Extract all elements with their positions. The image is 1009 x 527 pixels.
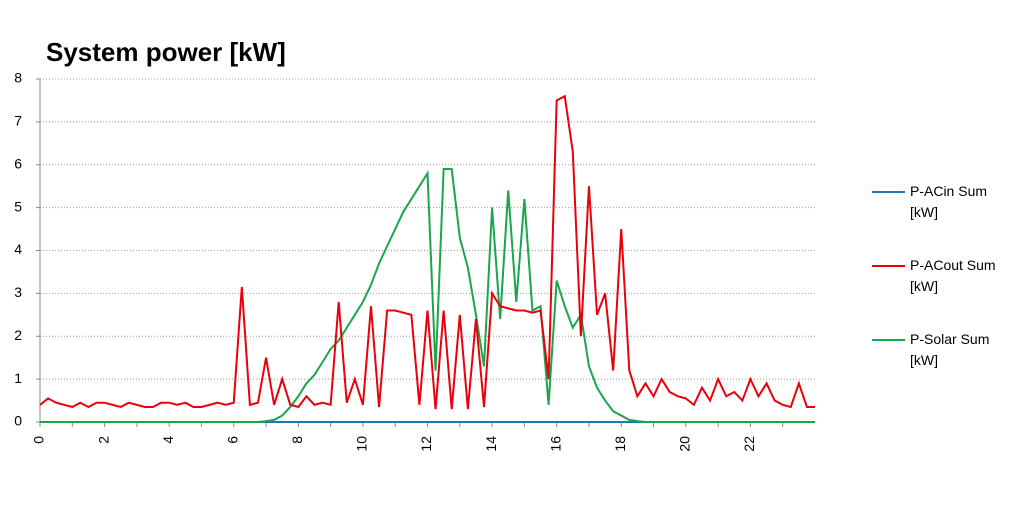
legend-label: P-ACin Sum [kW]: [910, 183, 988, 220]
y-tick-label: 4: [14, 241, 22, 257]
y-tick-label: 6: [14, 155, 22, 171]
series-line: [40, 168, 815, 423]
y-tick-label: 2: [14, 327, 22, 343]
x-tick-label: 12: [418, 436, 434, 452]
x-tick-label: 6: [224, 436, 240, 444]
x-tick-label: 0: [31, 436, 47, 444]
legend-label: P-Solar Sum [kW]: [910, 331, 990, 368]
x-tick-label: 4: [160, 436, 176, 444]
legend-label: P-ACout Sum [kW]: [910, 257, 996, 294]
y-tick-label: 1: [14, 370, 22, 386]
y-tick-label: 8: [14, 70, 22, 86]
x-tick-label: 18: [612, 436, 628, 452]
y-tick-label: 7: [14, 113, 22, 129]
chart-title: System power [kW]: [46, 37, 286, 67]
x-tick-label: 8: [289, 436, 305, 444]
y-tick-label: 3: [14, 284, 22, 300]
x-tick-label: 14: [483, 436, 499, 452]
y-tick-label: 0: [14, 413, 22, 429]
x-tick-label: 10: [354, 436, 370, 452]
x-tick-label: 16: [547, 436, 563, 452]
y-tick-label: 5: [14, 198, 22, 214]
x-tick-label: 2: [95, 436, 111, 444]
x-tick-label: 20: [677, 436, 693, 452]
series-line: [39, 94, 815, 410]
x-tick-label: 22: [741, 436, 757, 452]
